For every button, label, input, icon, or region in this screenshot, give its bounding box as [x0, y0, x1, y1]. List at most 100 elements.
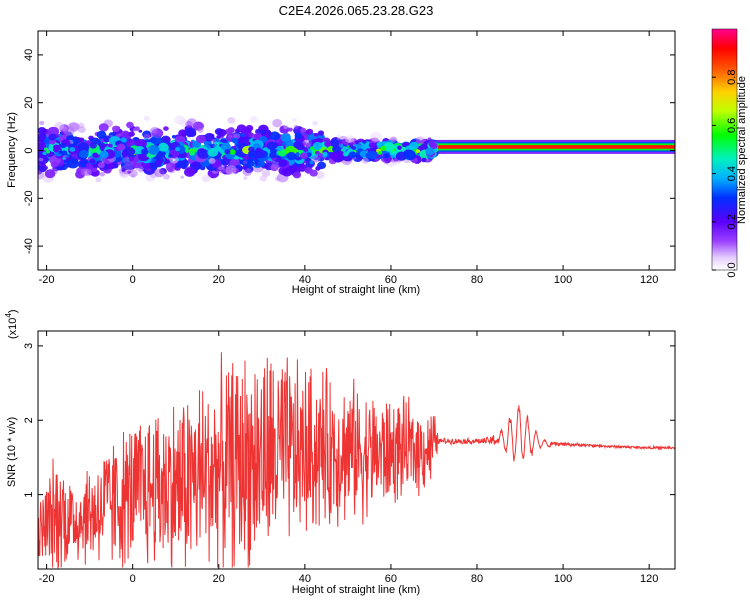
colorbar [711, 28, 738, 271]
spectrum-cell [63, 126, 75, 136]
spectrum-cell [95, 177, 102, 183]
snr-multiplier-exponent: 4 [4, 313, 13, 318]
spectrogram-x-tick-label: 100 [554, 274, 572, 286]
spectrum-cell [404, 149, 416, 160]
spectrum-cell [229, 159, 239, 168]
spectrogram-x-tick-label: 40 [299, 274, 311, 286]
spectrum-cell [77, 126, 86, 133]
spectrogram-y-tick-label: -40 [23, 238, 35, 254]
spectrum-cell [242, 165, 248, 170]
spectrum-cell [81, 162, 87, 168]
spectrum-cell [243, 176, 248, 180]
spectrum-cell [124, 147, 136, 157]
spectrum-cell [259, 136, 268, 143]
spectrum-cell [337, 150, 342, 155]
spectrum-cell [312, 120, 318, 126]
spectrum-cell [46, 150, 51, 154]
spectrum-cell [390, 136, 397, 143]
spectrum-cell [158, 142, 169, 152]
snr-x-tick-label: 120 [640, 573, 658, 585]
spectrogram-panel: -20 0 20 40 60 80 100 120 -40 -20 0 20 40 Height of … [6, 28, 748, 296]
spectrum-cell [208, 158, 216, 164]
spectrum-cell [266, 141, 277, 150]
figure-title: C2E4.2026.065.23.28.G23 [279, 3, 434, 18]
spectrum-cell [377, 144, 382, 149]
spectrum-cell [367, 150, 377, 160]
spectrum-cell [299, 152, 309, 160]
spectrum-cell [293, 125, 300, 130]
spectrum-cell [348, 141, 354, 147]
spectrum-cell [361, 157, 369, 164]
spectrum-cell [148, 162, 155, 168]
spectrum-cell [293, 140, 303, 149]
spectrum-cell [228, 134, 233, 139]
spectrum-cell [187, 130, 197, 138]
spectrum-cell [126, 121, 134, 129]
spectrum-cell [272, 119, 283, 128]
spectrum-cell [351, 146, 356, 150]
snr-y-label: SNR (10 * v/v) [6, 417, 18, 487]
spectrum-cell [390, 154, 395, 158]
snr-multiplier: (x104) [4, 309, 19, 339]
spectrum-cell [348, 151, 357, 158]
snr-x-tick-label: 40 [299, 573, 311, 585]
spectrum-cell [292, 117, 298, 123]
spectrum-cell [306, 128, 314, 135]
spectrum-cell [242, 160, 248, 165]
snr-x-label: Height of straight line (km) [292, 584, 420, 596]
spectrum-cell [163, 126, 169, 131]
spectrum-cell [140, 148, 149, 155]
spectrum-cell [62, 154, 68, 159]
spectrum-cell [174, 115, 186, 125]
spectrum-cell [175, 147, 180, 152]
spectrogram-ticks: -20 0 20 40 60 80 100 120 -40 -20 0 20 40 [23, 31, 675, 286]
colorbar-tick-label: 0.6 [726, 118, 738, 133]
spectrum-cell [47, 126, 60, 137]
spectrum-cell [207, 147, 219, 157]
spectrum-cell [291, 138, 296, 143]
spectrum-cell [121, 164, 134, 175]
spectrum-cell [38, 142, 47, 153]
spectrum-cell [313, 132, 319, 137]
spectrum-cell [294, 132, 303, 139]
spectrogram-x-tick-label: 80 [471, 274, 483, 286]
spectrum-cell [259, 175, 268, 182]
spectrum-cell [216, 135, 221, 139]
spectrum-cell [215, 138, 220, 142]
spectrogram-y-tick-label: 0 [23, 147, 35, 153]
spectrum-cell [80, 168, 90, 176]
spectrum-cell [397, 145, 402, 150]
spectrum-cell [415, 149, 421, 154]
colorbar-tick-label: 0.8 [726, 70, 738, 85]
spectrum-cell [38, 169, 45, 180]
snr-y-tick-label: 3 [23, 343, 35, 349]
spectrum-cell [261, 169, 271, 177]
spectrum-cell [189, 150, 196, 156]
spectrum-cell [227, 127, 235, 134]
spectrum-cell [354, 140, 359, 144]
spectrum-cell [178, 129, 188, 137]
spectrum-cell [43, 147, 48, 151]
spectrum-cell [89, 142, 97, 149]
spectrum-cell [53, 147, 60, 153]
spectrum-cell [204, 132, 215, 142]
spectrum-cell [370, 131, 383, 142]
spectrum-cell [89, 158, 96, 164]
spectrum-cell [165, 137, 170, 141]
spectrum-cell [171, 135, 177, 139]
spectrum-cell [69, 147, 76, 152]
spectrum-cell [107, 143, 113, 148]
spectrum-cell [138, 129, 143, 133]
spectrum-cell [242, 168, 252, 176]
snr-x-tick-label: -20 [39, 573, 55, 585]
snr-series-line [38, 352, 675, 569]
spectrum-cell [211, 138, 217, 144]
spectrum-cell [201, 174, 211, 183]
spectrum-cell [229, 149, 236, 155]
spectrum-cell [85, 163, 92, 169]
spectrum-cell [233, 133, 241, 140]
spectrum-cell [143, 115, 150, 121]
snr-y-tick-label: 2 [23, 417, 35, 423]
spectrum-cell [111, 125, 120, 133]
